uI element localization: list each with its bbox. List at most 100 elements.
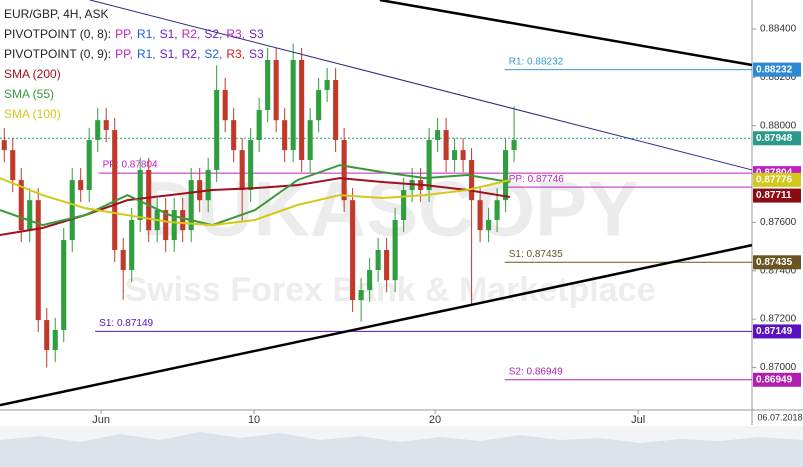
candle-body: [120, 249, 126, 271]
candle-body: [10, 150, 16, 181]
price-tag: [753, 372, 801, 387]
pivot-legend-label: PIVOTPOINT (0, 9):: [4, 47, 111, 61]
candle-body: [188, 180, 194, 231]
y-tick-label: 0.87000: [760, 362, 797, 373]
candle-body: [129, 219, 135, 271]
candle-body: [95, 120, 101, 140]
candle-body: [61, 240, 67, 330]
pivot-legend-item: S1,: [160, 47, 178, 61]
pivot-legend-label: PIVOTPOINT (0, 8):: [4, 27, 111, 41]
y-tick-label: 0.87600: [760, 217, 797, 228]
price-tag-label: 0.87149: [756, 326, 793, 337]
candle-body: [316, 89, 322, 121]
x-tick-label: 20: [429, 414, 441, 426]
candle-body: [503, 150, 509, 201]
legend-entry: SMA (200): [4, 67, 61, 81]
candle-body: [401, 190, 407, 220]
candle-body: [222, 89, 228, 121]
pivot-legend-item: S2,: [204, 47, 222, 61]
candle-body: [452, 150, 458, 161]
sma-line: [0, 164, 510, 227]
candle-body: [27, 200, 33, 231]
pivot-label: S1: 0.87435: [509, 249, 563, 260]
pivot-legend-item: S2,: [204, 27, 222, 41]
candle-body: [477, 200, 483, 231]
chart-title: EUR/GBP, 4H, ASK: [4, 7, 109, 21]
candle-body: [460, 150, 466, 161]
candle-body: [18, 180, 24, 231]
candle-body: [350, 200, 356, 301]
pivot-label: S2: 0.86949: [509, 366, 563, 377]
candle-body: [333, 80, 339, 140]
candle-body: [180, 210, 186, 231]
candle-body: [214, 89, 220, 170]
pivot-legend-item: S1,: [160, 27, 178, 41]
price-tag-label: 0.86949: [756, 374, 793, 385]
legend-entry: SMA (55): [4, 87, 54, 101]
date-label: 06.07.2018: [757, 412, 802, 422]
price-tag-label: 0.87948: [756, 133, 793, 144]
y-tick-label: 0.87400: [760, 265, 797, 276]
candle-body: [494, 200, 500, 220]
candle-body: [375, 249, 381, 271]
candle-body: [231, 120, 237, 151]
candle-body: [44, 320, 50, 351]
pivot-legend-item: R3,: [226, 27, 245, 41]
candle-body: [341, 139, 347, 201]
candle-body: [290, 59, 296, 151]
pivot-label: R1: 0.88232: [509, 56, 564, 67]
candle-body: [103, 120, 109, 131]
price-tag: [753, 255, 801, 270]
watermark-tagline: Swiss Forex Bank & Marketplace: [124, 271, 655, 309]
pivot-legend-item: R1,: [137, 27, 156, 41]
pivot-legend-item: PP,: [115, 27, 133, 41]
pivot-legend-item: S3: [249, 47, 264, 61]
candle-body: [324, 80, 330, 90]
y-tick-label: 0.88200: [760, 72, 797, 83]
pivot-legend-item: R3,: [226, 47, 245, 61]
price-tag-label: 0.87711: [756, 190, 792, 201]
pivot-legend-item: R2,: [182, 47, 201, 61]
pivot-label: PP: 0.87804: [103, 160, 158, 171]
candle-body: [282, 120, 288, 151]
price-tag: [753, 172, 801, 187]
candle-body: [392, 219, 398, 281]
candle-body: [1, 140, 7, 151]
candle-body: [52, 329, 58, 351]
pivot-legend-item: S3: [249, 27, 264, 41]
candle-body: [435, 130, 441, 140]
price-tag-label: 0.87776: [756, 174, 793, 185]
candle-body: [256, 109, 262, 140]
pivot-legend-item: R1,: [137, 47, 156, 61]
candle-body: [69, 180, 75, 241]
candle-body: [239, 150, 245, 191]
candle-body: [384, 249, 390, 281]
price-tag: [753, 62, 801, 77]
x-tick-label: Jun: [92, 414, 110, 426]
pivot-legend: PIVOTPOINT (0, 8): PP, R1, S1, R2, S2, R3, S3: [4, 27, 264, 41]
candle-body: [86, 139, 92, 191]
sma-line: [0, 177, 511, 227]
candle-body: [358, 290, 364, 301]
candle-body: [205, 169, 211, 201]
candle-body: [299, 59, 305, 161]
price-tag: [753, 131, 801, 146]
candle-body: [248, 139, 254, 191]
candle-body: [469, 160, 475, 201]
pivot-legend-item: R2,: [182, 27, 201, 41]
price-tag-label: 0.87435: [756, 257, 793, 268]
x-tick-label: Jul: [631, 414, 645, 426]
y-tick-label: 0.88000: [760, 120, 797, 131]
watermark-logo: DUKASCOPY: [141, 165, 639, 253]
candle-body: [35, 200, 41, 321]
pivot-label: PP: 0.87746: [509, 174, 564, 185]
trendline: [0, 243, 753, 407]
candle-body: [137, 169, 143, 220]
y-tick-label: 0.88400: [760, 24, 797, 35]
candle-body: [367, 270, 373, 291]
candle-body: [78, 180, 84, 191]
candle-body: [146, 169, 152, 231]
y-tick-label: 0.87200: [760, 314, 797, 325]
candle-body: [511, 139, 517, 151]
